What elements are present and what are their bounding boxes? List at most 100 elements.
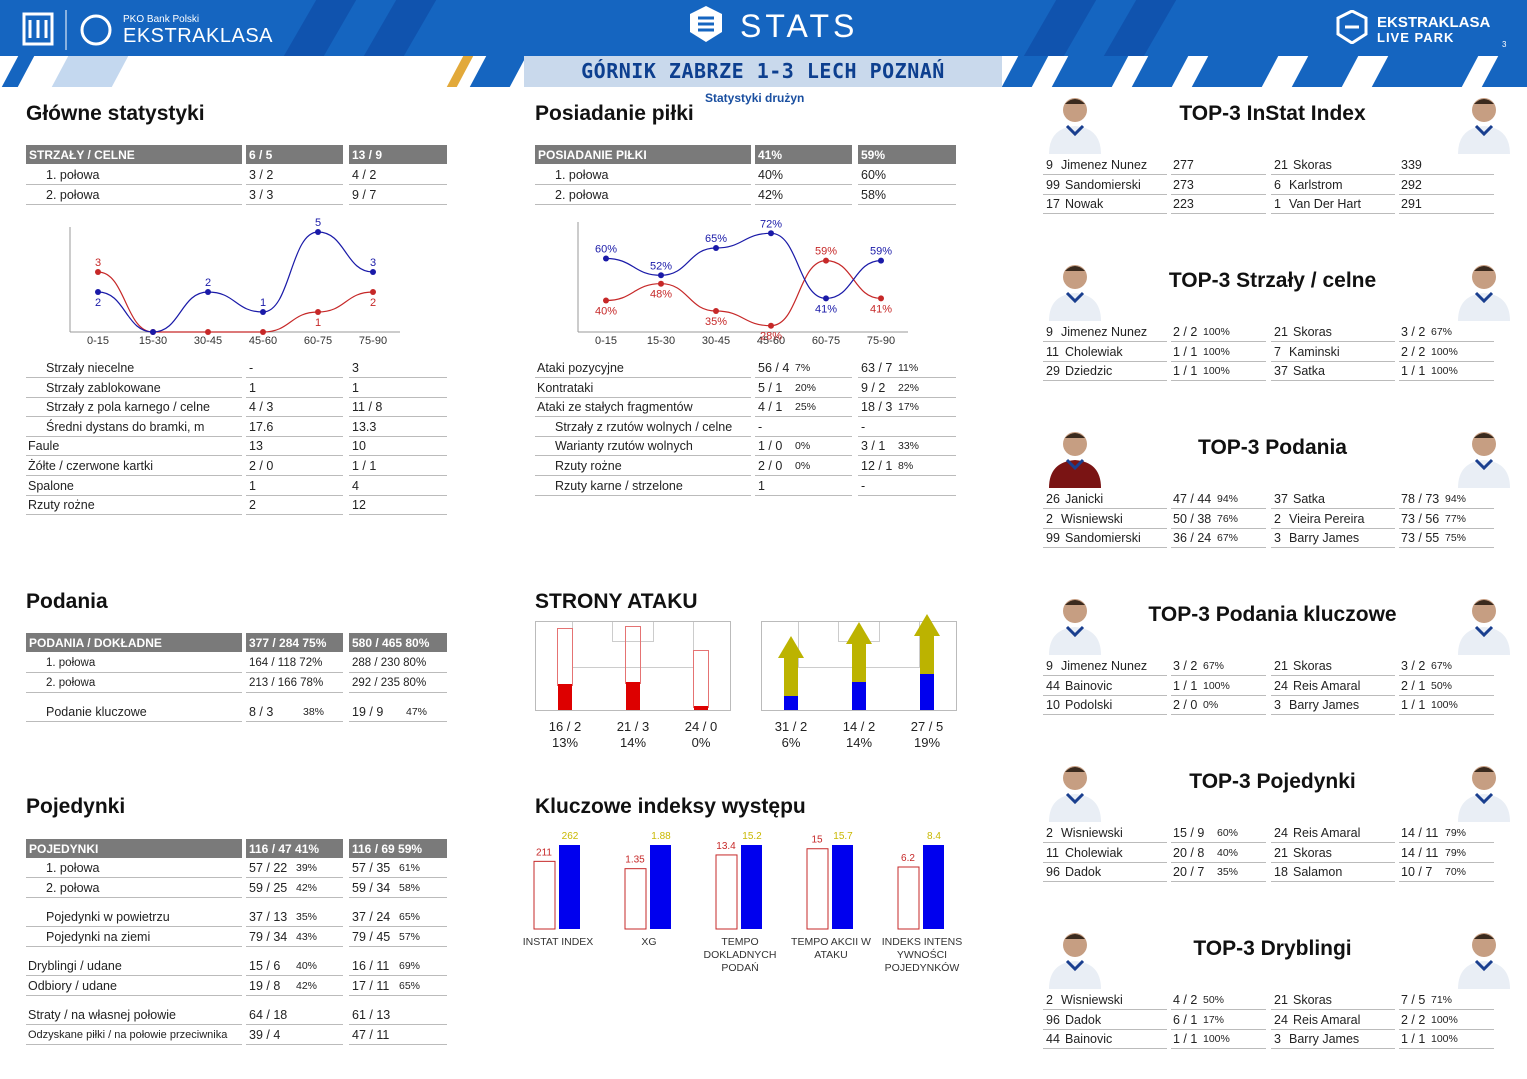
player-value: 50 / 38 bbox=[1173, 511, 1212, 526]
table-row: 24 Reis Amaral bbox=[1271, 1011, 1395, 1030]
table-row: 59 / 34 58% bbox=[349, 879, 447, 898]
table-cell: 15 / 6 bbox=[249, 959, 281, 973]
table-row: 3 / 3 bbox=[246, 186, 343, 205]
player-percent: 94% bbox=[1445, 493, 1467, 505]
player-photo-icon bbox=[1458, 265, 1510, 321]
player-value: 7 / 5 bbox=[1401, 993, 1426, 1007]
player-percent: 100% bbox=[1203, 365, 1230, 377]
table-row: 37 / 24 65% bbox=[349, 908, 447, 927]
player-value: 36 / 24 bbox=[1173, 531, 1212, 545]
table-row: 2 / 2 100% bbox=[1399, 1011, 1494, 1030]
table-cell: 9 / 7 bbox=[352, 188, 377, 202]
pct-cell: 40% bbox=[296, 960, 318, 972]
player-value: 2 / 1 bbox=[1401, 678, 1426, 693]
attack-arrow bbox=[852, 682, 866, 710]
table-cell: 37 / 13 bbox=[249, 910, 288, 924]
table-cell: 79 / 34 bbox=[249, 929, 288, 944]
table-row: 21 Skoras bbox=[1271, 156, 1395, 175]
data-point bbox=[768, 230, 774, 237]
attack-value: 21 / 3 bbox=[616, 719, 650, 734]
table-row: 18 Salamon bbox=[1271, 863, 1395, 882]
stats-label: STATS bbox=[740, 8, 859, 44]
top3-title: TOP-3 Pojedynki bbox=[1189, 770, 1356, 793]
player-name: Wisniewski bbox=[1061, 511, 1123, 526]
table-row: 3 Barry James bbox=[1271, 696, 1395, 715]
table-row: 339 bbox=[1399, 156, 1494, 175]
player-avatar bbox=[1043, 90, 1107, 154]
table-row: 42% bbox=[755, 186, 852, 205]
table-cell: 79 / 45 bbox=[352, 929, 391, 944]
table-row: Podanie kluczowe bbox=[26, 703, 242, 722]
series-line bbox=[605, 259, 882, 327]
data-label: 35% bbox=[705, 316, 727, 328]
player-number: 18 bbox=[1274, 865, 1288, 879]
data-point bbox=[315, 229, 321, 235]
ekstraklasa-icon bbox=[690, 6, 722, 42]
arrow-outline bbox=[625, 626, 641, 684]
player-value: 2 / 2 bbox=[1401, 344, 1426, 359]
ekstraklasa-icon bbox=[1336, 9, 1368, 45]
table-cell: 2 bbox=[249, 498, 256, 513]
table-row: 1 bbox=[246, 477, 343, 496]
pko-icon bbox=[22, 10, 112, 50]
table-cell: 1 bbox=[352, 380, 359, 395]
table-cell: 1. połowa bbox=[46, 861, 100, 875]
table-row: 4 bbox=[349, 477, 447, 496]
table-row: 1 bbox=[755, 477, 852, 496]
player-value: 291 bbox=[1401, 197, 1422, 211]
table-cell: 2 / 0 bbox=[249, 459, 274, 473]
table-row: 47 / 11 bbox=[349, 1026, 447, 1045]
top3-title: TOP-3 Podania bbox=[1198, 436, 1347, 459]
tick-label: 0-15 bbox=[595, 335, 617, 347]
data-label: 28% bbox=[760, 331, 782, 343]
table-row: 17.6 bbox=[246, 418, 343, 437]
table-row: 2 Wisniewski bbox=[1043, 991, 1167, 1010]
data-point bbox=[95, 269, 101, 275]
player-photo-icon bbox=[1049, 98, 1101, 154]
player-value: 1 / 1 bbox=[1173, 344, 1198, 359]
table-row: 57 / 22 39% bbox=[246, 859, 343, 878]
data-point bbox=[713, 308, 719, 314]
bar-label: 15.2 bbox=[742, 831, 762, 842]
player-percent: 100% bbox=[1431, 699, 1458, 711]
data-label: 1 bbox=[315, 317, 321, 329]
table-row: 21 Skoras bbox=[1271, 323, 1395, 342]
table-cell: 1 bbox=[249, 478, 256, 493]
table-cell: 64 / 18 bbox=[249, 1008, 288, 1022]
category-label: TEMPO AKCII W bbox=[791, 936, 871, 948]
data-label: 48% bbox=[650, 289, 672, 301]
table-cell: 2. połowa bbox=[46, 677, 96, 689]
table-cell: 1 bbox=[249, 380, 256, 395]
table-row: Pojedynki w powietrzu bbox=[26, 908, 242, 927]
player-name: Skoras bbox=[1293, 993, 1332, 1007]
table-cell: Strzały z pola karnego / celne bbox=[46, 400, 210, 415]
bar-home bbox=[533, 860, 556, 930]
attack-arrow bbox=[626, 682, 640, 710]
table-row: 3 Barry James bbox=[1271, 529, 1395, 548]
bar-home bbox=[806, 848, 829, 930]
player-number: 21 bbox=[1274, 659, 1288, 673]
pct-cell: 33% bbox=[898, 440, 920, 453]
player-number: 11 bbox=[1046, 845, 1059, 860]
table-row: 50 / 38 76% bbox=[1171, 510, 1266, 529]
player-name: Jimenez Nunez bbox=[1061, 325, 1148, 339]
table-row: 3 / 2 67% bbox=[1171, 657, 1266, 676]
bar-label: 1.88 bbox=[651, 831, 671, 842]
table-row: 4 / 3 bbox=[246, 398, 343, 418]
table-cell: Strzały zablokowane bbox=[46, 380, 161, 395]
attack-arrow bbox=[558, 684, 572, 710]
table-row: 21 Skoras bbox=[1271, 657, 1395, 676]
table-row: Ataki pozycyjne bbox=[535, 359, 751, 378]
series-line bbox=[605, 232, 882, 300]
header-cell: 13 / 9 bbox=[349, 145, 447, 164]
player-number: 9 bbox=[1046, 325, 1053, 339]
table-cell: 4 / 1 bbox=[758, 400, 783, 415]
player-name: Skoras bbox=[1293, 659, 1332, 673]
data-label: 2 bbox=[205, 277, 211, 289]
player-value: 1 / 1 bbox=[1173, 364, 1198, 378]
table-cell: 58% bbox=[861, 188, 887, 202]
pct-cell: 0% bbox=[795, 460, 811, 472]
player-percent: 40% bbox=[1217, 846, 1239, 859]
player-value: 78 / 73 bbox=[1401, 492, 1440, 506]
player-value: 292 bbox=[1401, 177, 1422, 192]
